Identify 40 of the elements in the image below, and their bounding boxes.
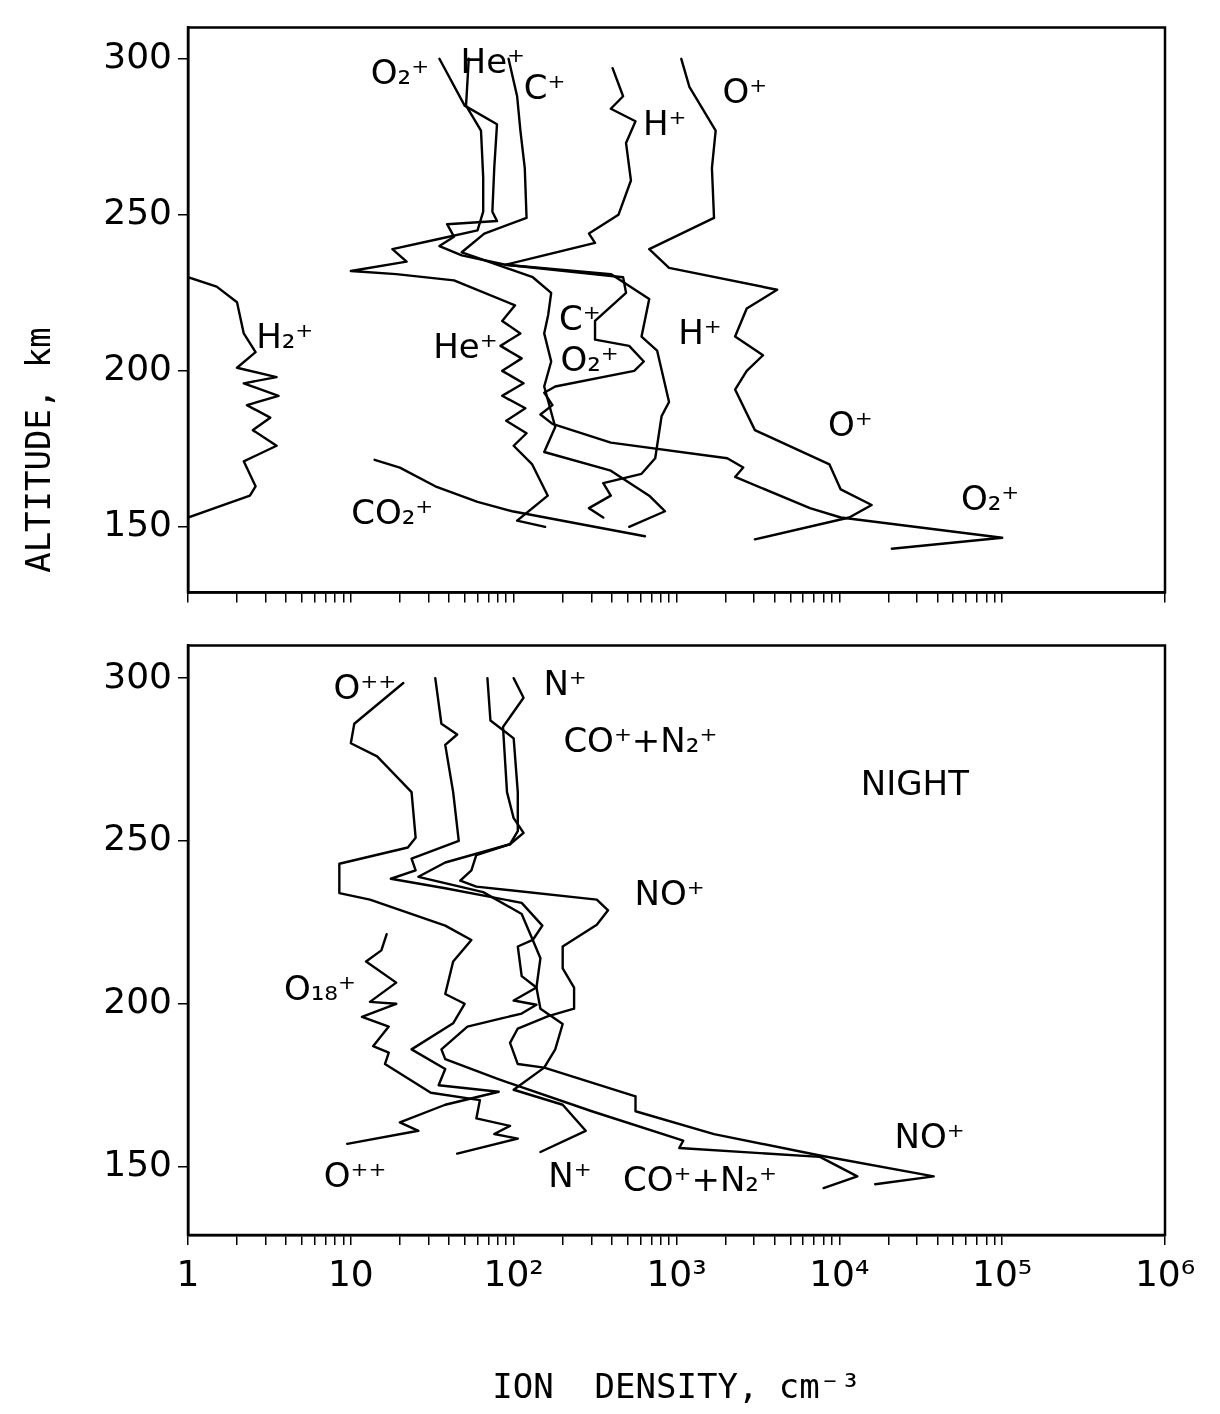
y-tick-label: 250 xyxy=(103,191,172,233)
annotation: NIGHT xyxy=(860,762,970,803)
x-tick-label: 10² xyxy=(483,1252,544,1294)
y-tick-label: 250 xyxy=(103,817,172,859)
annotation: O₂⁺ xyxy=(560,339,619,380)
annotation: NO⁺ xyxy=(634,872,705,913)
annotation: CO⁺+N₂⁺ xyxy=(622,1159,777,1200)
annotation: O⁺ xyxy=(722,71,768,112)
y-tick-label: 150 xyxy=(103,503,172,545)
annotation: N⁺ xyxy=(543,662,587,703)
annotation: O₂⁺ xyxy=(960,478,1020,519)
y-axis-title: ALTITUDE, km xyxy=(18,327,58,573)
y-tick-label: 150 xyxy=(103,1142,172,1184)
annotation: H₂⁺ xyxy=(256,316,314,357)
y-tick-label: 200 xyxy=(103,347,172,389)
x-tick-label: 1 xyxy=(176,1252,200,1294)
annotation: O₂⁺ xyxy=(370,52,430,93)
y-tick-label: 300 xyxy=(103,35,172,77)
annotation: H⁺ xyxy=(643,103,687,144)
annotation: O⁺ xyxy=(828,404,873,445)
x-tick-label: 10⁵ xyxy=(972,1252,1033,1294)
x-tick-label: 10⁶ xyxy=(1134,1252,1196,1294)
annotation: O⁺⁺ xyxy=(333,667,397,708)
annotation: C⁺ xyxy=(523,66,566,107)
x-axis-title: ION DENSITY, cm⁻³ xyxy=(492,1366,861,1407)
x-tick-label: 10³ xyxy=(646,1252,707,1294)
annotation: O₁₈⁺ xyxy=(283,968,356,1009)
x-tick-label: 10 xyxy=(327,1252,374,1294)
annotation: H⁺ xyxy=(678,311,722,352)
annotation: N⁺ xyxy=(548,1154,592,1195)
annotation: CO₂⁺ xyxy=(351,492,434,533)
annotation: NO⁺ xyxy=(894,1116,965,1157)
annotation: C⁺ xyxy=(558,298,601,339)
y-tick-label: 200 xyxy=(103,980,172,1022)
annotation: He⁺ xyxy=(460,40,526,81)
x-tick-label: 10⁴ xyxy=(809,1252,870,1294)
annotation: He⁺ xyxy=(433,325,498,366)
y-tick-label: 300 xyxy=(103,654,172,696)
annotation: CO⁺+N₂⁺ xyxy=(563,719,718,760)
annotation: O⁺⁺ xyxy=(323,1154,387,1195)
